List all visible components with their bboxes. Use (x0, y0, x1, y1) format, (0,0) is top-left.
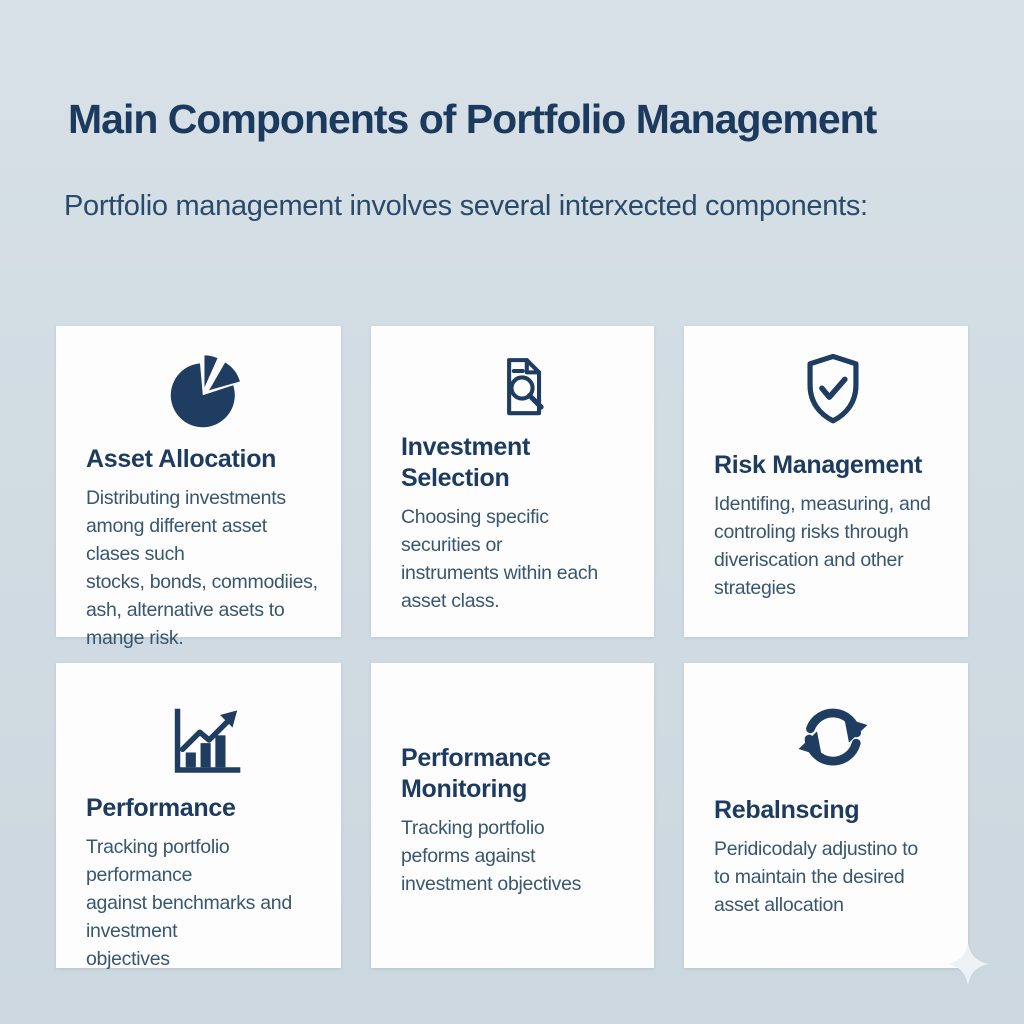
card-title: Performance Monitoring (401, 744, 551, 803)
card-investment-selection: Investment Selection Choosing specific s… (371, 326, 654, 637)
document-search-icon (506, 358, 544, 416)
sync-arrows-icon (798, 708, 868, 766)
icon-slot (714, 352, 952, 446)
card-title: Rebalnscing (714, 796, 860, 824)
card-title: Performance (86, 794, 236, 822)
card-asset-allocation: Asset Allocation Distributing investment… (56, 326, 341, 649)
pie-chart-icon (170, 355, 240, 428)
card-performance-monitoring: Performance Monitoring Tracking portfoli… (371, 663, 654, 968)
sparkle-icon (946, 942, 990, 991)
card-description: Choosing specific securities or instrume… (401, 506, 598, 612)
bar-chart-icon (174, 708, 240, 773)
shield-check-icon (807, 353, 859, 424)
card-performance: Performance Tracking portfolio performan… (56, 663, 341, 970)
page-subtitle: Portfolio management involves several in… (64, 190, 868, 222)
icon-slot-empty (401, 689, 638, 739)
card-title: Investment Selection (401, 433, 530, 492)
card-description: Distributing investments among different… (86, 487, 318, 649)
card-title: Risk Management (714, 451, 923, 479)
card-description: Peridicodaly adjustino to to maintain th… (714, 838, 918, 916)
card-description: Identifing, measuring, and controling ri… (714, 493, 931, 599)
icon-slot (86, 352, 325, 440)
card-rebalancing: Rebalnscing Peridicodaly adjustino to to… (684, 663, 968, 968)
icon-slot (714, 689, 952, 791)
icon-slot (401, 352, 638, 428)
card-description: Tracking portfolio peforms against inves… (401, 817, 582, 895)
icon-slot (86, 689, 325, 789)
page-title: Main Components of Portfolio Management (68, 96, 877, 142)
card-risk-management: Risk Management Identifing, measuring, a… (684, 326, 968, 637)
card-description: Tracking portfolio performance against b… (86, 836, 292, 970)
card-grid: Asset Allocation Distributing investment… (56, 326, 968, 970)
card-title: Asset Allocation (86, 445, 277, 473)
